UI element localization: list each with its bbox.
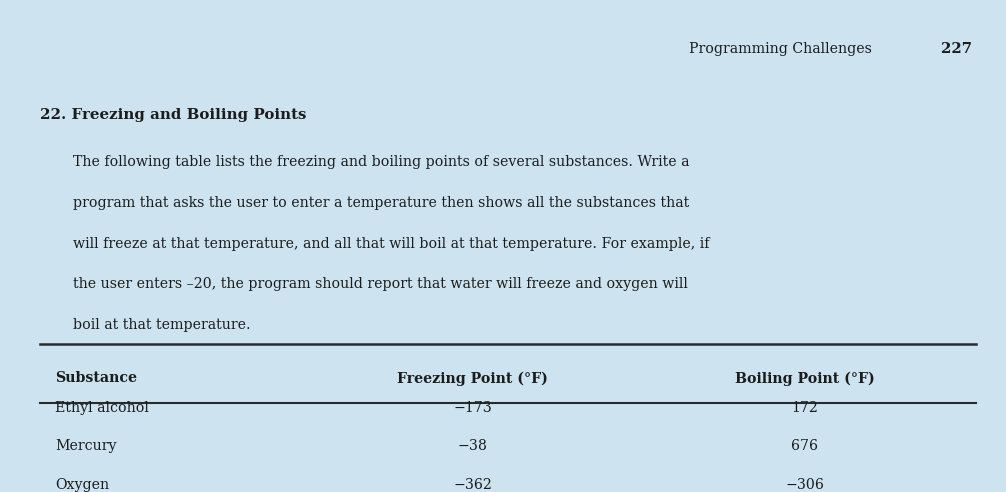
Text: 676: 676 xyxy=(792,439,818,453)
Text: Boiling Point (°F): Boiling Point (°F) xyxy=(735,371,874,386)
Text: program that asks the user to enter a temperature then shows all the substances : program that asks the user to enter a te… xyxy=(73,196,690,210)
Text: Mercury: Mercury xyxy=(55,439,117,453)
Text: −38: −38 xyxy=(458,439,488,453)
Text: will freeze at that temperature, and all that will boil at that temperature. For: will freeze at that temperature, and all… xyxy=(73,237,710,250)
Text: the user enters –20, the program should report that water will freeze and oxygen: the user enters –20, the program should … xyxy=(73,277,688,291)
Text: The following table lists the freezing and boiling points of several substances.: The following table lists the freezing a… xyxy=(73,155,690,169)
Text: −362: −362 xyxy=(454,478,492,492)
Text: Substance: Substance xyxy=(55,371,138,385)
Text: boil at that temperature.: boil at that temperature. xyxy=(73,318,252,332)
Text: 227: 227 xyxy=(941,42,972,56)
Text: Freezing Point (°F): Freezing Point (°F) xyxy=(397,371,548,386)
Text: −306: −306 xyxy=(786,478,824,492)
Text: 22. Freezing and Boiling Points: 22. Freezing and Boiling Points xyxy=(40,108,307,122)
Text: Ethyl alcohol: Ethyl alcohol xyxy=(55,401,149,415)
Text: Oxygen: Oxygen xyxy=(55,478,110,492)
Text: 172: 172 xyxy=(792,401,818,415)
Text: Programming Challenges: Programming Challenges xyxy=(689,42,872,56)
Text: −173: −173 xyxy=(454,401,492,415)
